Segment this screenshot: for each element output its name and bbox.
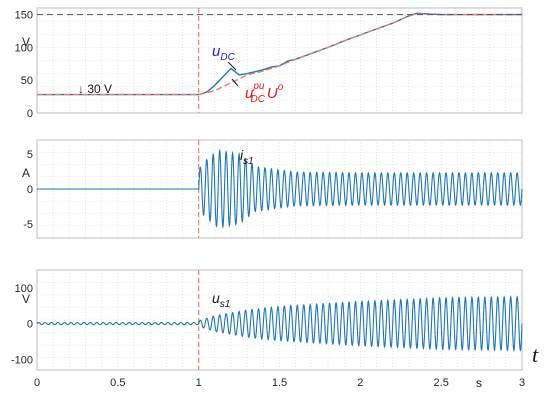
time-axis-label: t [532, 342, 539, 367]
step-annotation: ↓ 30 V [78, 82, 112, 96]
panel-2-ytick-label: 5 [27, 149, 33, 161]
udc-label: uDC [212, 43, 236, 63]
series-u-dc-pu-u- [37, 13, 522, 96]
panel-1-ytick-label: 150 [15, 10, 33, 22]
panel-3-ylabel: V [22, 292, 30, 306]
panel-3-xtick-label: 1.5 [272, 377, 287, 389]
panel-3-ytick-label: -100 [11, 354, 33, 366]
data-layer [36, 8, 523, 370]
panel-2-ylabel: A [22, 166, 30, 180]
panel-2-ytick-label: -5 [23, 219, 33, 231]
panel-3-xtick-label: 0 [34, 377, 40, 389]
x-unit-label: s [476, 376, 482, 390]
panel-3-xtick-label: 0.5 [110, 377, 125, 389]
series-u-s1 [36, 295, 523, 353]
updc-pointer [231, 78, 239, 87]
is1-label: is1 [240, 147, 254, 167]
updc-label: upu DC Uo [245, 81, 284, 105]
panel-1-ytick-label: 50 [21, 75, 33, 87]
panel-1-ytick-label: 0 [27, 108, 33, 120]
panel-3-ytick-label: 100 [15, 283, 33, 295]
panel-3-xtick-label: 2.5 [434, 377, 449, 389]
panel-1-ylabel: V [22, 35, 30, 49]
us1-label: us1 [212, 290, 230, 310]
panel-2-ytick-label: 0 [27, 184, 33, 196]
panel-1-ytick-label: 100 [15, 42, 33, 54]
panel-3-xtick-label: 2 [357, 377, 363, 389]
panel-3-xtick-label: 1 [196, 377, 202, 389]
panel-3-xtick-label: 3 [519, 377, 525, 389]
udc-pointer [227, 61, 237, 71]
series-i-s1 [37, 148, 523, 229]
panel-3-ytick-label: 0 [27, 319, 33, 331]
